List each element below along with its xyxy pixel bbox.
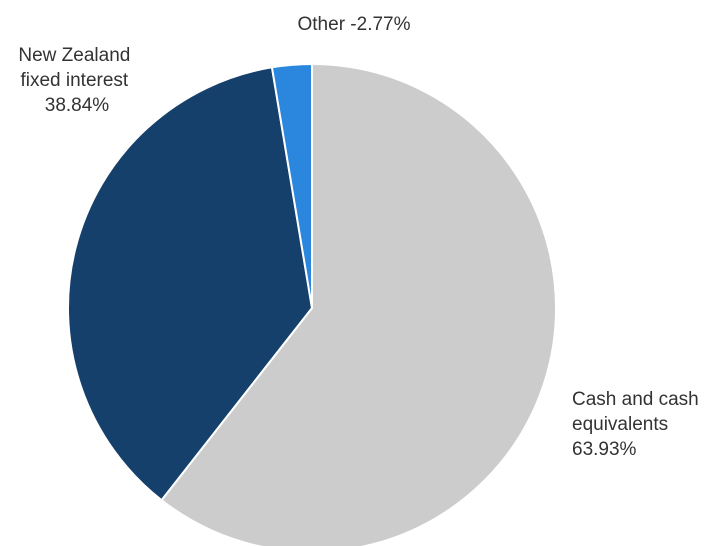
label-nz-line-1: New Zealand <box>18 45 130 66</box>
slice-other <box>270 62 313 309</box>
label-other: Other -2.77% <box>298 14 411 35</box>
label-other-line-1: Other -2.77% <box>298 14 411 35</box>
pie-slices <box>67 62 557 546</box>
label-cash-line-2: equivalents <box>572 414 668 435</box>
label-cash-line-1: Cash and cash <box>572 389 699 410</box>
label-nz-line-3: 38.84% <box>45 95 110 116</box>
slice-labels: Cash and cash equivalents 63.93% New Zea… <box>18 14 704 460</box>
label-cash-line-3: 63.93% <box>572 439 637 460</box>
slice-cash <box>160 62 557 546</box>
slice-nz-fixed-interest <box>67 66 314 502</box>
label-nz-fixed-interest: New Zealand fixed interest 38.84% <box>18 45 135 116</box>
label-cash: Cash and cash equivalents 63.93% <box>572 389 704 460</box>
label-nz-line-2: fixed interest <box>20 70 128 91</box>
